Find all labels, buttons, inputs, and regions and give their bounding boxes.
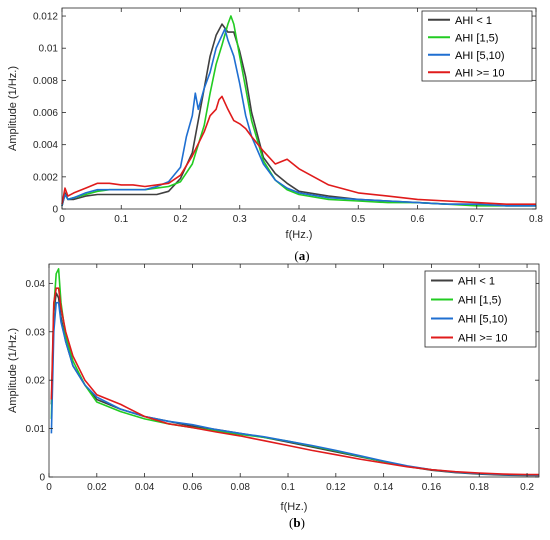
series-line-2 <box>61 28 536 207</box>
y-tick-label: 0.004 <box>33 140 58 151</box>
panel-a-line-chart: 0 0.1 0.2 0.3 0.4 0.5 0.6 0.7 0.8 0 0.002 0.004 0.00… <box>7 7 543 263</box>
x-tick-label: 0.2 <box>174 214 188 225</box>
panel-b-line-chart: 0 0.02 0.04 0.06 0.08 0.1 0.12 0.14 0.16 0.18 0.2 0… <box>7 263 540 530</box>
legend: AHI < 1 AHI [1,5) AHI [5,10) AHI >= 10 <box>424 270 537 348</box>
series-line-3 <box>61 95 536 205</box>
legend: AHI < 1 AHI [1,5) AHI [5,10) AHI >= 10 <box>421 10 533 82</box>
legend-label-3: AHI >= 10 <box>455 67 505 79</box>
legend-label-0: AHI < 1 <box>455 15 492 27</box>
x-tick-label: 0.12 <box>326 482 346 493</box>
x-tick-label: 0.14 <box>374 482 394 493</box>
y-tick-label: 0.006 <box>33 108 58 119</box>
x-tick-label: 0.7 <box>470 214 484 225</box>
x-tick-label: 0 <box>59 214 65 225</box>
legend-label-1: AHI [1,5) <box>458 295 501 307</box>
x-tick-label: 0.02 <box>87 482 107 493</box>
x-tick-label: 0.16 <box>422 482 442 493</box>
x-tick-label: 0.08 <box>230 482 250 493</box>
x-tick-label: 0.4 <box>292 214 306 225</box>
y-tick-label: 0.012 <box>33 12 58 23</box>
axes-frame <box>48 263 540 478</box>
y-tick-label: 0.03 <box>26 327 46 338</box>
y-tick-label: 0.01 <box>26 424 46 435</box>
caption-close-paren: ) <box>305 248 309 263</box>
x-tick-label: 0.2 <box>520 482 534 493</box>
y-tick-label: 0 <box>39 473 45 484</box>
panel-caption: (a) <box>294 248 309 263</box>
caption-close-paren: ) <box>301 515 305 530</box>
legend-label-0: AHI < 1 <box>458 276 495 288</box>
y-axis-label: Amplitude (1/Hz.) <box>7 66 19 151</box>
x-tick-label: 0.18 <box>470 482 490 493</box>
y-tick-label: 0.002 <box>33 172 58 183</box>
y-tick-label: 0.04 <box>26 279 46 290</box>
x-tick-label: 0.04 <box>135 482 155 493</box>
y-axis-label: Amplitude (1/Hz.) <box>7 328 19 413</box>
x-tick-label: 0.3 <box>233 214 247 225</box>
y-tick-label: 0.01 <box>39 44 59 55</box>
y-tick-label: 0.008 <box>33 76 58 87</box>
x-tick-label: 0.1 <box>114 214 128 225</box>
legend-label-3: AHI >= 10 <box>458 333 508 345</box>
x-tick-label: 0.8 <box>529 214 543 225</box>
legend-box <box>424 270 537 348</box>
caption-letter: a <box>299 248 306 263</box>
y-tick-label: 0.02 <box>26 376 46 387</box>
caption-open-paren: ( <box>294 248 298 263</box>
x-tick-label: 0.06 <box>183 482 203 493</box>
x-tick-label: 0.6 <box>411 214 425 225</box>
legend-label-2: AHI [5,10) <box>455 50 505 62</box>
x-tick-label: 0 <box>46 482 52 493</box>
series-line-3 <box>50 287 539 476</box>
x-tick-label: 0.5 <box>351 214 365 225</box>
x-tick-label: 0.1 <box>281 482 295 493</box>
legend-label-2: AHI [5,10) <box>458 314 508 326</box>
legend-box <box>421 10 533 82</box>
x-axis-label: f(Hz.) <box>281 501 308 513</box>
x-axis-label: f(Hz.) <box>286 229 313 241</box>
legend-label-1: AHI [1,5) <box>455 32 498 44</box>
caption-open-paren: ( <box>289 515 293 530</box>
caption-letter: b <box>293 515 300 530</box>
y-tick-label: 0 <box>52 205 58 216</box>
panel-caption: (b) <box>289 515 305 530</box>
